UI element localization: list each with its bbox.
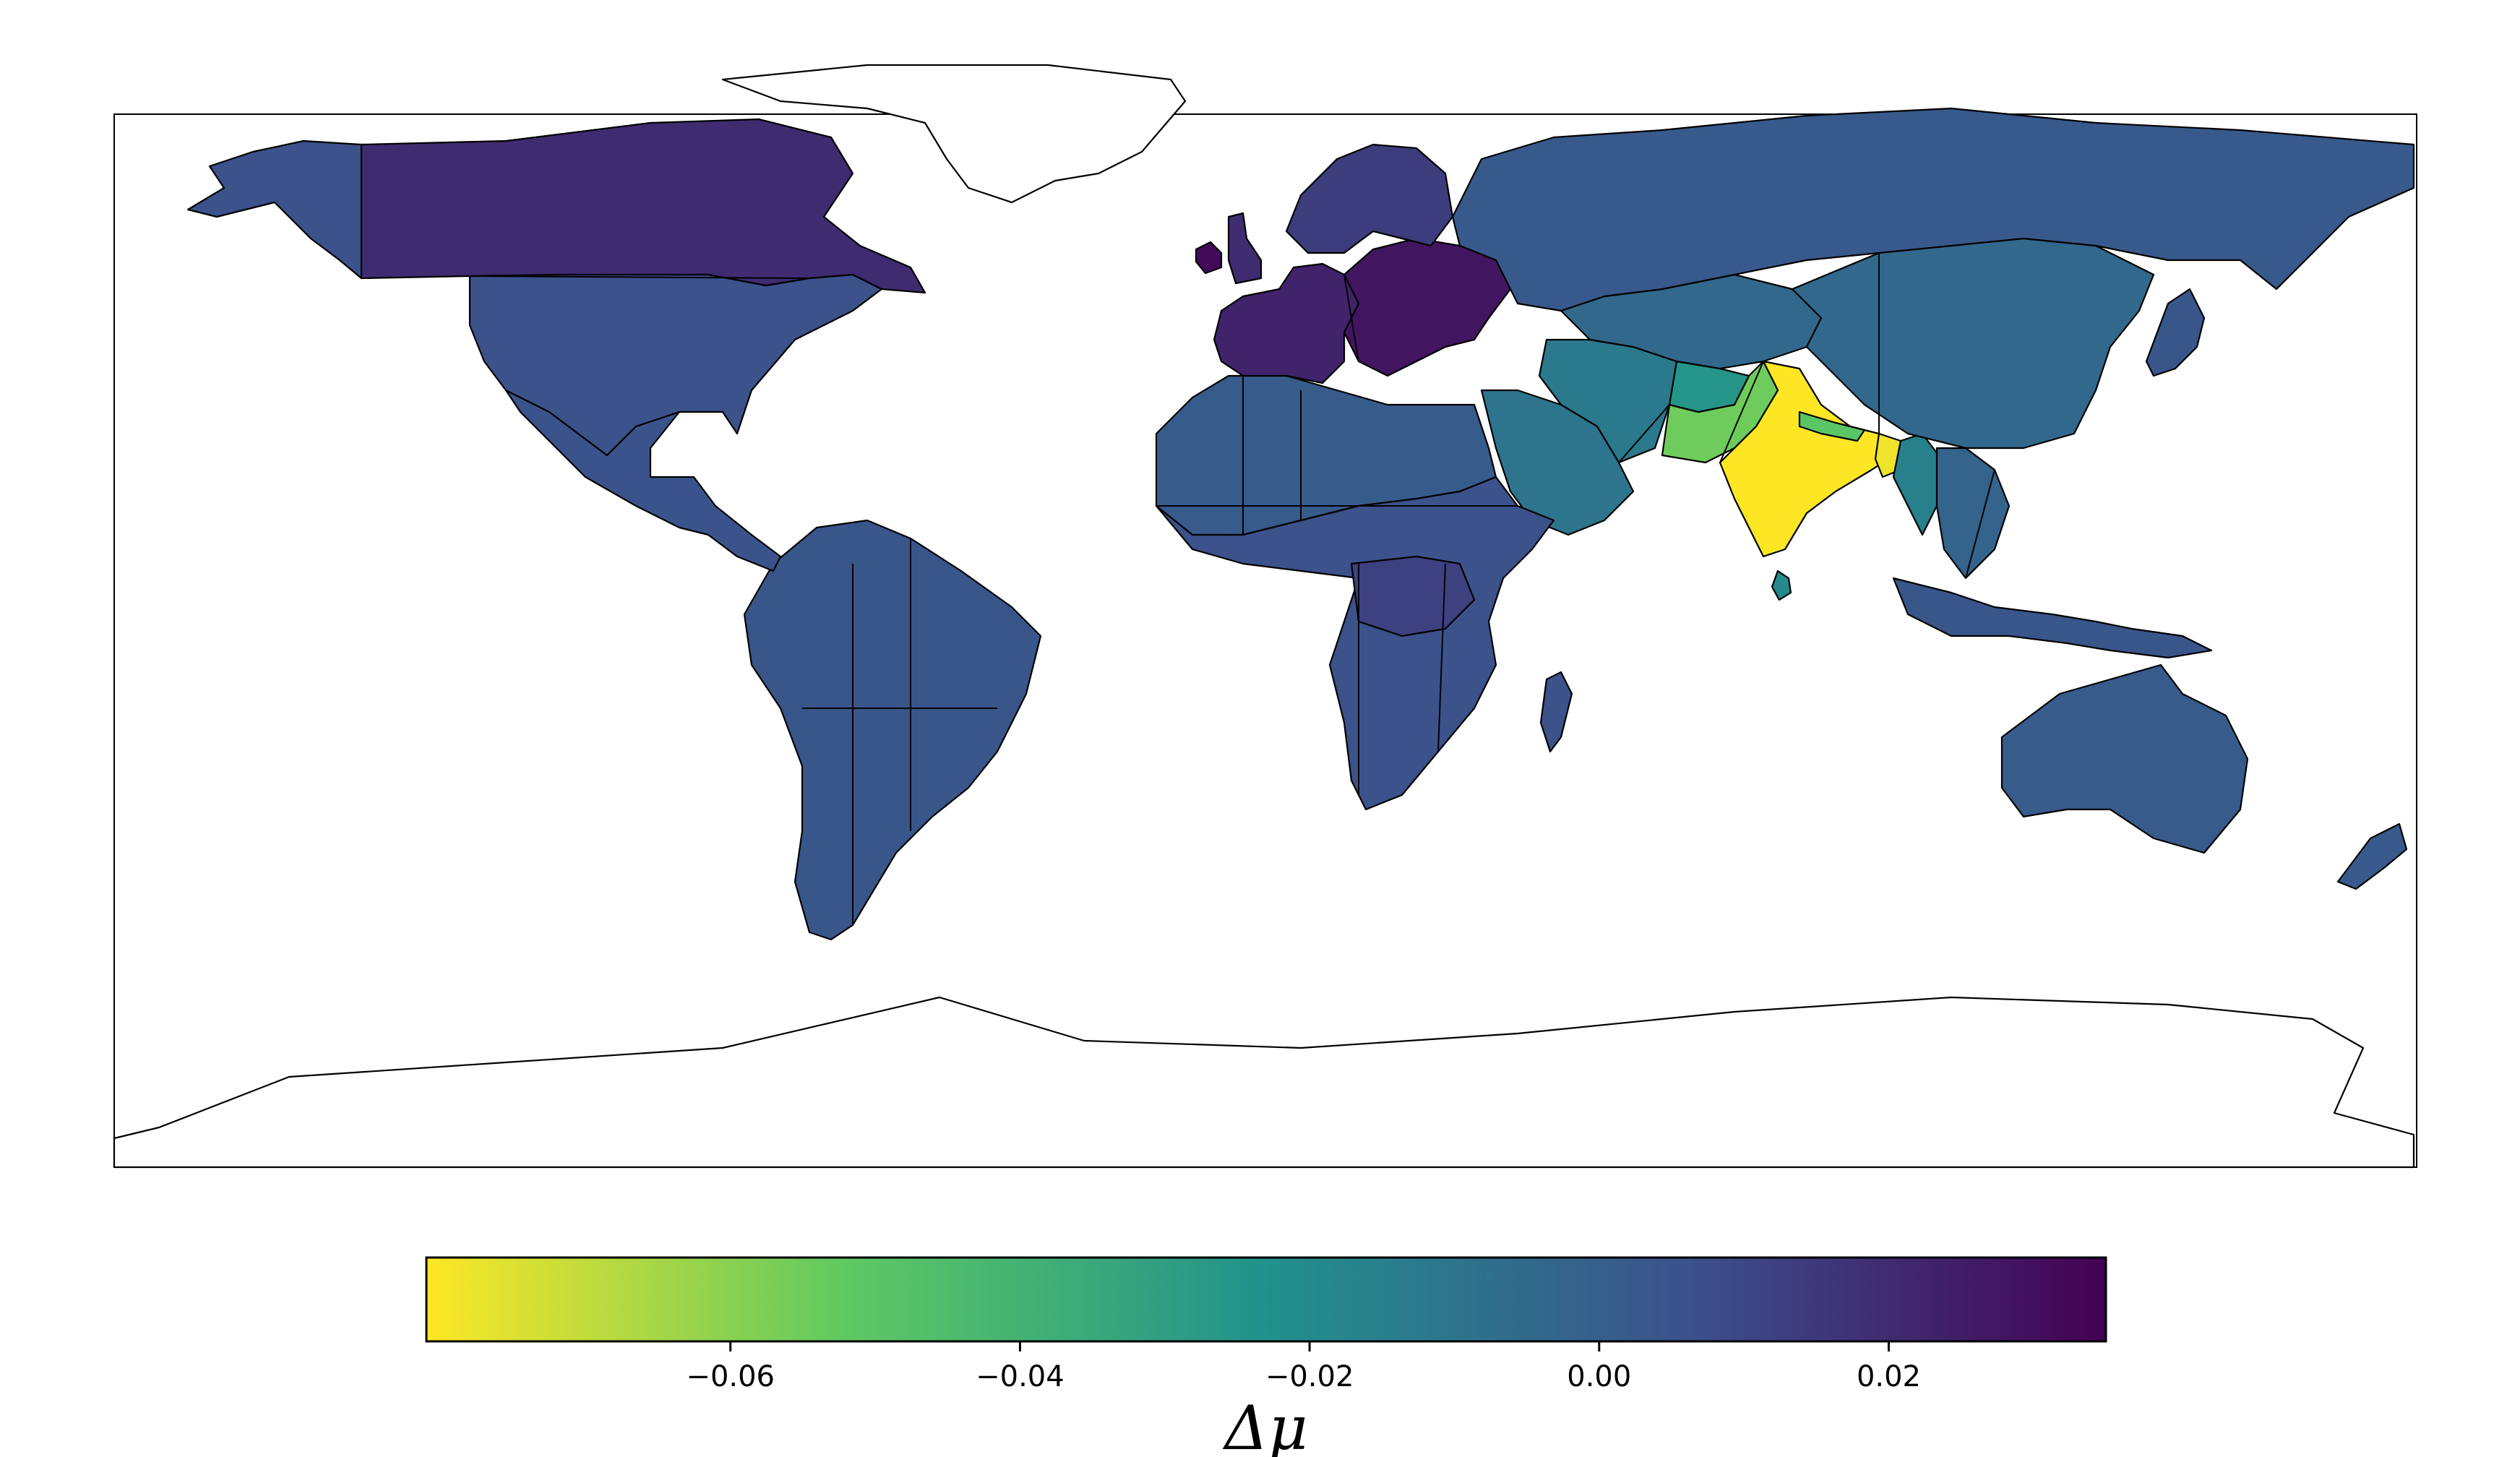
region-indonesia — [1892, 577, 2213, 659]
region-arabian-peninsula — [1480, 389, 1635, 536]
region-united-states — [468, 273, 883, 457]
region-scandinavia — [1285, 143, 1454, 254]
country-border — [469, 275, 810, 279]
country-border — [1965, 469, 1995, 579]
region-new-zealand — [2336, 822, 2408, 890]
country-border — [1618, 404, 1670, 463]
colorbar-tick-label: 0.00 — [1567, 1360, 1631, 1393]
region-united-kingdom — [1227, 212, 1263, 285]
region-australia — [2000, 663, 2249, 854]
region-canada — [360, 118, 926, 294]
colorbar-tick-label: −0.02 — [1265, 1360, 1354, 1393]
map-panel — [113, 64, 2417, 1169]
country-border — [1719, 361, 1764, 463]
colorbar-tick-label: −0.04 — [976, 1360, 1065, 1393]
border-layer — [361, 145, 1995, 925]
colorbar-fill — [425, 1256, 2107, 1343]
region-south-america — [743, 519, 1042, 941]
region-alaska — [186, 139, 363, 280]
colorbar-tick-label: −0.06 — [686, 1360, 775, 1393]
region-sri-lanka — [1771, 570, 1792, 601]
region-central-europe — [1343, 237, 1512, 377]
country-border — [1437, 563, 1446, 752]
region-ireland — [1195, 241, 1223, 275]
colorbar-ticks: −0.06 −0.04 −0.02 0.00 0.02 — [686, 1341, 1921, 1393]
region-madagascar — [1539, 671, 1573, 753]
region-japan — [2145, 288, 2206, 377]
colorbar-tick-label: 0.02 — [1857, 1360, 1921, 1393]
colorbar-label: Δμ — [1222, 1393, 1307, 1457]
region-russia — [1451, 107, 2415, 312]
region-southeast-asia — [1935, 447, 2011, 580]
region-sub-saharan-africa — [1155, 476, 1555, 811]
country-border — [1343, 274, 1359, 362]
region-greenland — [721, 64, 1187, 204]
region-bangladesh — [1874, 432, 1902, 478]
region-nepal — [1798, 411, 1866, 442]
region-antarctica — [113, 996, 2415, 1169]
colorbar: −0.06 −0.04 −0.02 0.00 0.02 Δμ — [425, 1256, 2107, 1457]
land-layer — [113, 64, 2415, 1169]
region-china — [1791, 237, 2155, 450]
